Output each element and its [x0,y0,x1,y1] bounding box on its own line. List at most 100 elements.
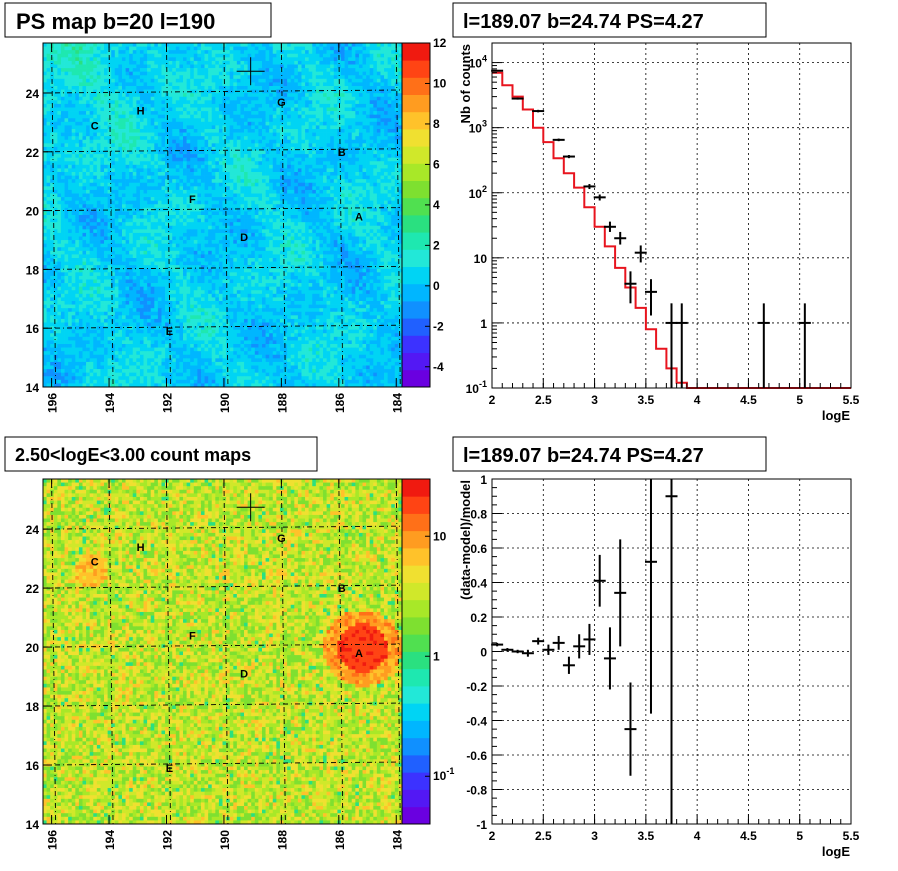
heatmap-cell [290,161,295,166]
heatmap-cell [211,146,216,151]
heatmap-cell [340,146,345,151]
heatmap-cell [369,46,374,51]
heatmap-cell [75,168,80,173]
heatmap-cell [132,121,137,126]
heatmap-cell [111,193,116,198]
heatmap-cell [315,78,320,83]
heatmap-cell [96,182,101,187]
heatmap-cell [43,93,47,98]
heatmap-cell [183,60,187,65]
heatmap-cell [312,125,317,130]
heatmap-cell [330,215,335,219]
heatmap-cell [254,129,259,133]
heatmap-cell [104,78,108,83]
heatmap-cell [344,68,349,73]
heatmap-cell [319,204,324,209]
heatmap-cell [373,193,378,198]
heatmap-cell [46,121,51,126]
heatmap-cell [168,146,173,151]
heatmap-cell [204,189,209,194]
heatmap-cell [261,82,266,87]
heatmap-cell [200,161,205,166]
heatmap-cell [251,129,256,133]
heatmap-cell [136,207,141,212]
heatmap-cell [244,182,248,187]
heatmap-cell [380,103,385,108]
heatmap-cell [222,43,227,47]
heatmap-cell [129,150,134,155]
heatmap-cell [236,197,241,202]
heatmap-cell [82,200,87,205]
heatmap-cell [362,200,367,205]
heatmap-cell [279,172,284,176]
heatmap-cell [394,207,399,212]
heatmap-cell [272,197,277,202]
heatmap-cell [93,96,98,101]
heatmap-cell [204,197,209,202]
heatmap-cell [276,218,281,223]
heatmap-cell [211,218,216,223]
heatmap-cell [290,129,295,133]
heatmap-cell [64,60,69,65]
heatmap-cell [308,207,313,212]
heatmap-cell [251,60,256,65]
heatmap-cell [398,186,403,191]
heatmap-cell [165,189,169,194]
heatmap-cell [384,146,388,151]
heatmap-cell [136,100,141,105]
heatmap-cell [50,207,55,212]
heatmap-cell [287,107,292,112]
heatmap-cell [143,57,148,62]
heatmap-cell [384,179,388,184]
heatmap-cell [215,53,220,58]
heatmap-cell [175,103,180,108]
heatmap-cell [86,172,91,176]
heatmap-cell [157,68,162,73]
heatmap-cell [208,68,213,73]
heatmap-cell [200,211,205,216]
heatmap-cell [301,139,306,144]
heatmap-cell [215,168,220,173]
heatmap-cell [222,211,227,216]
heatmap-cell [172,218,177,223]
heatmap-cell [290,132,295,137]
heatmap-cell [78,75,83,80]
heatmap-cell [240,154,245,159]
heatmap-cell [78,150,83,155]
heatmap-cell [348,93,353,98]
heatmap-cell [355,43,360,47]
heatmap-cell [222,111,227,116]
heatmap-cell [229,179,234,184]
heatmap-cell [172,168,177,173]
heatmap-cell [172,125,177,130]
heatmap-cell [118,129,123,133]
heatmap-cell [215,68,220,73]
heatmap-cell [71,89,76,94]
heatmap-cell [308,172,313,176]
heatmap-cell [125,186,130,191]
heatmap-cell [183,71,187,76]
heatmap-cell [175,204,180,209]
heatmap-cell [276,43,281,47]
heatmap-cell [319,139,324,144]
heatmap-cell [222,207,227,212]
heatmap-cell [254,193,259,198]
heatmap-cell [211,64,216,69]
heatmap-cell [118,193,123,198]
heatmap-cell [312,57,317,62]
heatmap-cell [175,53,180,58]
heatmap-cell [64,96,69,101]
heatmap-cell [340,132,345,137]
heatmap-cell [75,118,80,123]
heatmap-cell [240,164,245,169]
heatmap-cell [150,57,155,62]
heatmap-cell [394,200,399,205]
heatmap-cell [129,100,134,105]
heatmap-cell [211,132,216,137]
heatmap-cell [190,193,195,198]
heatmap-cell [348,168,353,173]
heatmap-cell [68,132,73,137]
heatmap-cell [129,143,134,148]
heatmap-cell [301,53,306,58]
heatmap-cell [279,211,284,216]
